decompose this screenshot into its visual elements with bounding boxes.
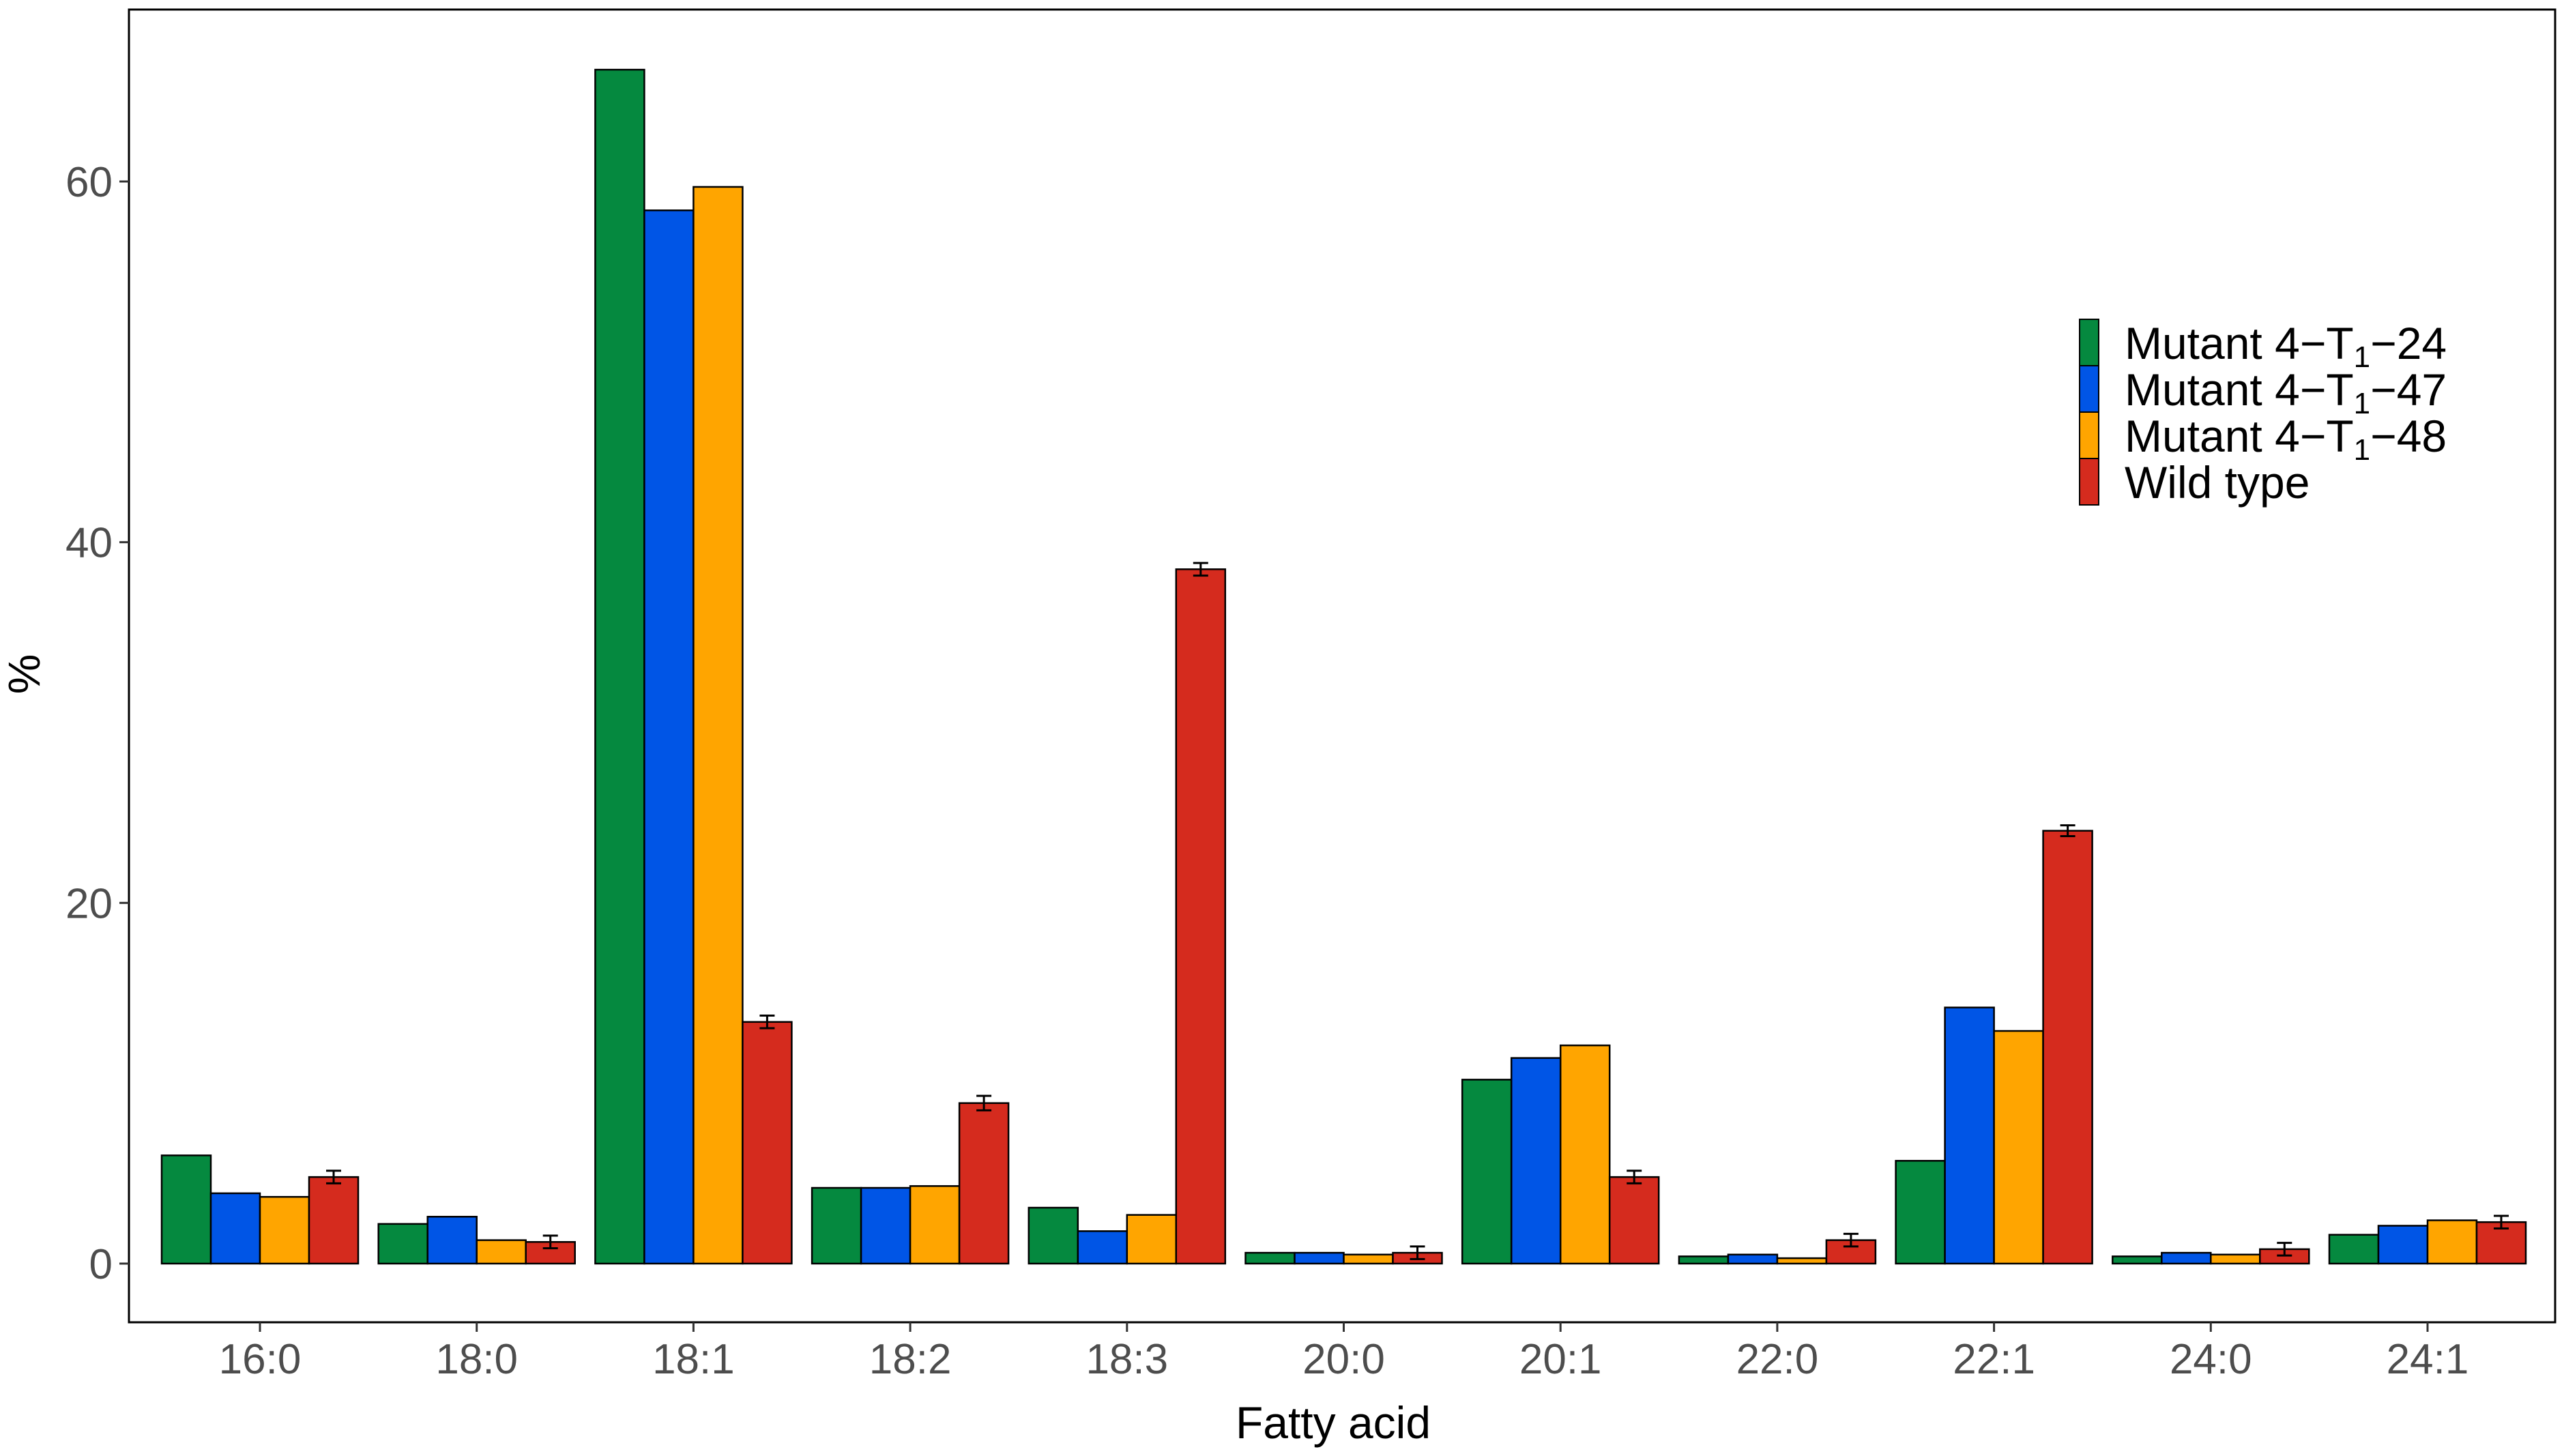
legend-item-1: Mutant 4−T1−24 (2079, 318, 2447, 374)
legend-key (2079, 319, 2099, 366)
bar-22-0-series-3 (1776, 1257, 1828, 1265)
y-tick-label: 0 (89, 1241, 113, 1288)
bar-16-0-series-1 (160, 1154, 212, 1265)
x-tick-label: 22:0 (1736, 1336, 1819, 1383)
bar-16-0-series-4 (308, 1176, 360, 1265)
legend-item-4: Wild type (2079, 457, 2310, 508)
x-tick-label: 24:0 (2170, 1336, 2252, 1383)
bar-18-2-series-3 (909, 1185, 961, 1265)
x-tick-label: 18:3 (1086, 1336, 1168, 1383)
bar-22-1-series-2 (1944, 1006, 1995, 1265)
x-tick-label: 18:2 (869, 1336, 952, 1383)
bar-18-2-series-2 (860, 1186, 912, 1265)
bar-16-0-series-2 (209, 1192, 261, 1265)
legend-key (2079, 458, 2099, 506)
bar-18-1-series-1 (594, 68, 645, 1265)
bar-22-1-series-1 (1895, 1160, 1946, 1265)
x-tick-label: 24:1 (2387, 1336, 2469, 1383)
bar-20-0-series-3 (1343, 1253, 1394, 1265)
bar-18-3-series-3 (1126, 1214, 1178, 1265)
bar-18-2-series-4 (958, 1102, 1010, 1265)
x-tick-label: 18:1 (652, 1336, 735, 1383)
y-tick-label: 40 (65, 520, 113, 567)
x-tick-label: 20:1 (1519, 1336, 1602, 1383)
error-bar-18-0 (542, 1234, 558, 1250)
x-tick-label: 22:1 (1953, 1336, 2035, 1383)
error-bar-16-0 (326, 1169, 341, 1184)
bar-18-3-series-2 (1077, 1230, 1128, 1265)
bar-22-0-series-1 (1678, 1255, 1730, 1265)
bar-18-3-series-4 (1175, 568, 1227, 1265)
bar-24-1-series-1 (2328, 1234, 2380, 1265)
legend-label: Wild type (2125, 457, 2310, 508)
bar-22-1-series-3 (1993, 1030, 2044, 1265)
bar-24-0-series-2 (2161, 1251, 2212, 1265)
y-axis-title: % (0, 654, 49, 695)
bar-20-0-series-2 (1294, 1251, 1345, 1265)
y-tick-label: 20 (65, 880, 113, 927)
bar-24-1-series-2 (2377, 1225, 2429, 1265)
error-bar-24-1 (2494, 1214, 2509, 1229)
bar-20-1-series-2 (1510, 1057, 1562, 1265)
error-bar-18-3 (1193, 562, 1208, 577)
bar-18-0-series-3 (476, 1239, 527, 1265)
x-axis: 16:0 18:0 18:1 18:2 18:3 20:0 20:1 22:0 22:1 24:0… (219, 1322, 2469, 1383)
bar-24-0-series-1 (2112, 1255, 2163, 1265)
bar-18-1-series-2 (643, 209, 695, 1265)
error-bar-20-0 (1410, 1245, 1425, 1260)
bar-24-1-series-3 (2426, 1219, 2478, 1265)
legend-label: Mutant 4−T1−24 (2125, 318, 2447, 374)
legend-key (2079, 365, 2099, 413)
bars-layer (160, 68, 2527, 1265)
bar-24-0-series-3 (2210, 1253, 2261, 1265)
bar-18-3-series-1 (1028, 1206, 1079, 1265)
error-bar-24-0 (2277, 1242, 2292, 1257)
bar-18-0-series-2 (426, 1216, 478, 1265)
bar-24-1-series-4 (2475, 1221, 2527, 1265)
bar-22-0-series-2 (1727, 1253, 1779, 1265)
x-tick-label: 18:0 (435, 1336, 518, 1383)
bar-18-1-series-4 (742, 1021, 793, 1265)
x-axis-title: Fatty acid (1236, 1397, 1431, 1448)
plot-panel-border (128, 8, 2556, 1324)
x-tick-label: 20:0 (1302, 1336, 1385, 1383)
bar-20-0-series-1 (1244, 1251, 1296, 1265)
bar-16-0-series-3 (259, 1195, 310, 1265)
y-tick-label: 60 (65, 159, 113, 206)
x-tick-label: 16:0 (219, 1336, 302, 1383)
error-bars-layer (326, 562, 2509, 1260)
bar-18-2-series-1 (811, 1186, 862, 1265)
error-bar-22-0 (1843, 1232, 1859, 1248)
bar-18-0-series-4 (525, 1241, 576, 1265)
error-bar-18-1 (759, 1015, 775, 1030)
error-bar-18-2 (976, 1094, 992, 1111)
bar-20-1-series-4 (1608, 1176, 1660, 1265)
bar-20-1-series-1 (1461, 1079, 1513, 1265)
bar-22-1-series-4 (2042, 830, 2093, 1265)
error-bar-22-1 (2060, 824, 2075, 838)
y-axis: 0 20 40 60 (65, 159, 129, 1288)
legend-label: Mutant 4−T1−48 (2125, 411, 2447, 467)
error-bar-20-1 (1627, 1169, 1642, 1184)
bar-18-0-series-1 (377, 1223, 428, 1265)
legend-item-3: Mutant 4−T1−48 (2079, 411, 2447, 467)
legend-item-2: Mutant 4−T1−47 (2079, 364, 2447, 420)
bar-18-1-series-3 (693, 186, 744, 1265)
legend-key (2079, 411, 2099, 459)
bar-20-1-series-3 (1559, 1044, 1611, 1265)
legend-label: Mutant 4−T1−47 (2125, 364, 2447, 420)
